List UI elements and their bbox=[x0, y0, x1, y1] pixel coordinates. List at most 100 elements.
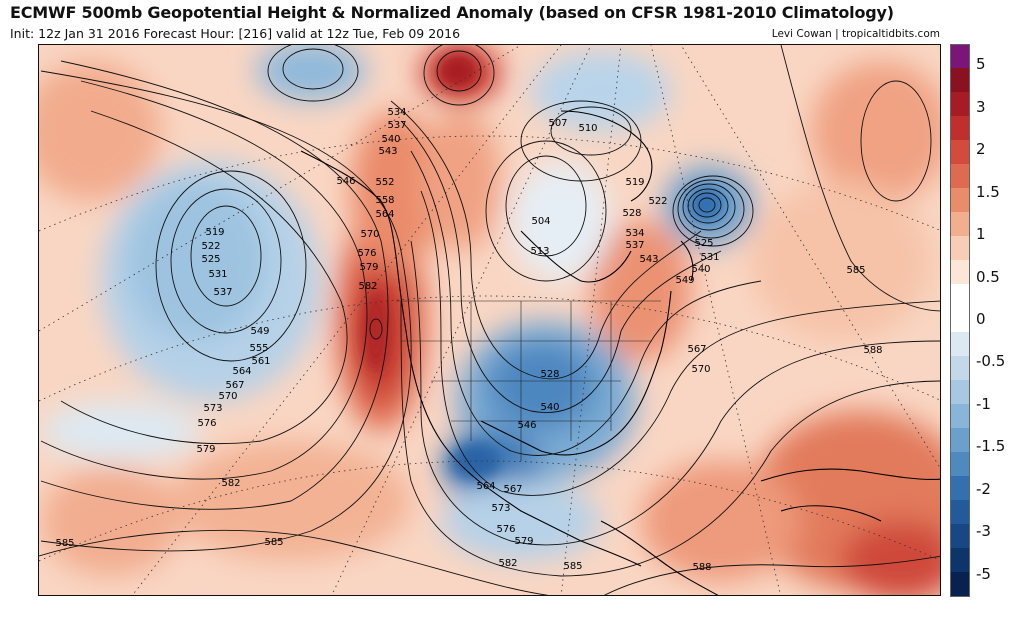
contour-label: 510 bbox=[578, 123, 597, 134]
colorbar-segment bbox=[950, 212, 970, 237]
contour-label: 573 bbox=[203, 403, 222, 414]
colorbar-label: -0.5 bbox=[976, 352, 1006, 371]
contour-label: 534 bbox=[387, 107, 406, 118]
contour-label: 567 bbox=[687, 344, 706, 355]
contour-label: 585 bbox=[563, 561, 582, 572]
contour-label: 507 bbox=[548, 118, 567, 129]
colorbar-label: 1 bbox=[976, 225, 986, 244]
contour-label: 543 bbox=[639, 254, 658, 265]
contour-label: 582 bbox=[498, 558, 517, 569]
contour-label: 522 bbox=[648, 196, 667, 207]
colorbar-segment bbox=[950, 116, 970, 141]
colorbar-label: -5 bbox=[976, 564, 991, 583]
colorbar-label: 0 bbox=[976, 310, 986, 328]
colorbar-segment bbox=[950, 236, 970, 261]
colorbar-segment bbox=[950, 164, 970, 189]
contour-label: 564 bbox=[476, 481, 495, 492]
contour-label: 567 bbox=[503, 484, 522, 495]
colorbar-segment bbox=[950, 284, 970, 309]
contour-label: 579 bbox=[514, 536, 533, 547]
colorbar-label: 1.5 bbox=[976, 182, 1000, 201]
anomaly-map: 534 537 540 543 546 552 558 564 570 576 579 582 519 5… bbox=[38, 44, 941, 596]
contour-label: 525 bbox=[694, 238, 713, 249]
contour-label: 534 bbox=[625, 228, 644, 239]
contour-label: 537 bbox=[625, 240, 644, 251]
contour-label: 582 bbox=[358, 281, 377, 292]
map-title: ECMWF 500mb Geopotential Height & Normal… bbox=[10, 3, 894, 22]
colorbar-segment bbox=[950, 260, 970, 285]
contour-label: 585 bbox=[55, 538, 74, 549]
contour-label: 570 bbox=[691, 364, 710, 375]
contour-label: 531 bbox=[208, 269, 227, 280]
contour-label: 549 bbox=[675, 275, 694, 286]
colorbar-segment bbox=[950, 548, 970, 573]
contour-label: 537 bbox=[213, 287, 232, 298]
height-contours bbox=[39, 45, 940, 595]
contour-label: 567 bbox=[225, 380, 244, 391]
contour-label: 552 bbox=[375, 177, 394, 188]
contour-label: 585 bbox=[264, 537, 283, 548]
colorbar-segment bbox=[950, 452, 970, 477]
colorbar-segment bbox=[950, 332, 970, 357]
contour-label: 525 bbox=[201, 254, 220, 265]
contour-label: 582 bbox=[221, 478, 240, 489]
contour-label: 528 bbox=[540, 369, 559, 380]
colorbar-segment bbox=[950, 572, 970, 597]
contour-label: 588 bbox=[692, 562, 711, 573]
colorbar-segment bbox=[950, 404, 970, 429]
colorbar-label: 3 bbox=[976, 97, 986, 116]
colorbar-segment bbox=[950, 188, 970, 213]
colorbar-label: -2 bbox=[976, 479, 991, 498]
contour-label: 561 bbox=[251, 356, 270, 367]
colorbar-segment bbox=[950, 524, 970, 549]
colorbar-segment bbox=[950, 308, 970, 333]
map-credit: Levi Cowan | tropicaltidbits.com bbox=[771, 28, 940, 40]
contour-label: 504 bbox=[531, 216, 550, 227]
colorbar-label: 2 bbox=[976, 140, 986, 159]
contour-label: 564 bbox=[375, 209, 394, 220]
contour-label: 576 bbox=[357, 248, 376, 259]
colorbar-label: -1 bbox=[976, 394, 991, 413]
contour-label: 519 bbox=[625, 177, 644, 188]
contour-label: 576 bbox=[496, 524, 515, 535]
colorbar-segment bbox=[950, 356, 970, 381]
contour-label: 546 bbox=[517, 420, 536, 431]
contour-label: 531 bbox=[700, 252, 719, 263]
colorbar-segment bbox=[950, 92, 970, 117]
colorbar-label: -3 bbox=[976, 522, 991, 541]
contour-label: 558 bbox=[375, 195, 394, 206]
contour-label: 528 bbox=[622, 208, 641, 219]
contour-label: 579 bbox=[359, 262, 378, 273]
coastlines bbox=[300, 110, 940, 595]
contour-label: 543 bbox=[378, 146, 397, 157]
contour-label: 570 bbox=[360, 229, 379, 240]
colorbar-segment bbox=[950, 380, 970, 405]
contour-label: 513 bbox=[530, 246, 549, 257]
contour-label: 540 bbox=[691, 264, 710, 275]
contour-label: 588 bbox=[863, 345, 882, 356]
contour-label: 579 bbox=[196, 444, 215, 455]
contour-label: 546 bbox=[336, 176, 355, 187]
contour-label: 522 bbox=[201, 241, 220, 252]
contour-label: 540 bbox=[540, 402, 559, 413]
contour-label: 564 bbox=[232, 366, 251, 377]
colorbar-segment bbox=[950, 500, 970, 525]
state-borders bbox=[396, 300, 661, 461]
graticule bbox=[39, 45, 940, 595]
colorbar-label: 5 bbox=[976, 55, 986, 74]
colorbar-label: 0.5 bbox=[976, 267, 1000, 286]
contour-label: 549 bbox=[250, 326, 269, 337]
contour-label: 555 bbox=[249, 343, 268, 354]
colorbar-label: -1.5 bbox=[976, 437, 1006, 456]
colorbar-segment bbox=[950, 476, 970, 501]
colorbar-segment bbox=[950, 68, 970, 93]
colorbar-segment bbox=[950, 140, 970, 165]
contour-label: 585 bbox=[846, 265, 865, 276]
contour-label: 540 bbox=[381, 134, 400, 145]
contour-label: 537 bbox=[387, 120, 406, 131]
map-subtitle: Init: 12z Jan 31 2016 Forecast Hour: [21… bbox=[10, 26, 461, 41]
contour-label: 573 bbox=[491, 503, 510, 514]
contour-label: 576 bbox=[197, 418, 216, 429]
